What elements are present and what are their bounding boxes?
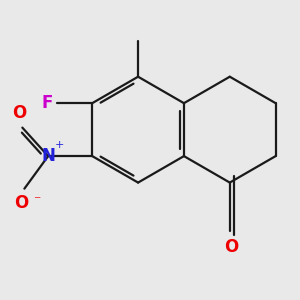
- Text: O: O: [224, 238, 238, 256]
- Text: F: F: [41, 94, 53, 112]
- Text: N: N: [41, 147, 55, 165]
- Text: O: O: [13, 104, 27, 122]
- Text: O: O: [14, 194, 29, 212]
- Text: ⁻: ⁻: [33, 194, 40, 208]
- Text: +: +: [54, 140, 64, 150]
